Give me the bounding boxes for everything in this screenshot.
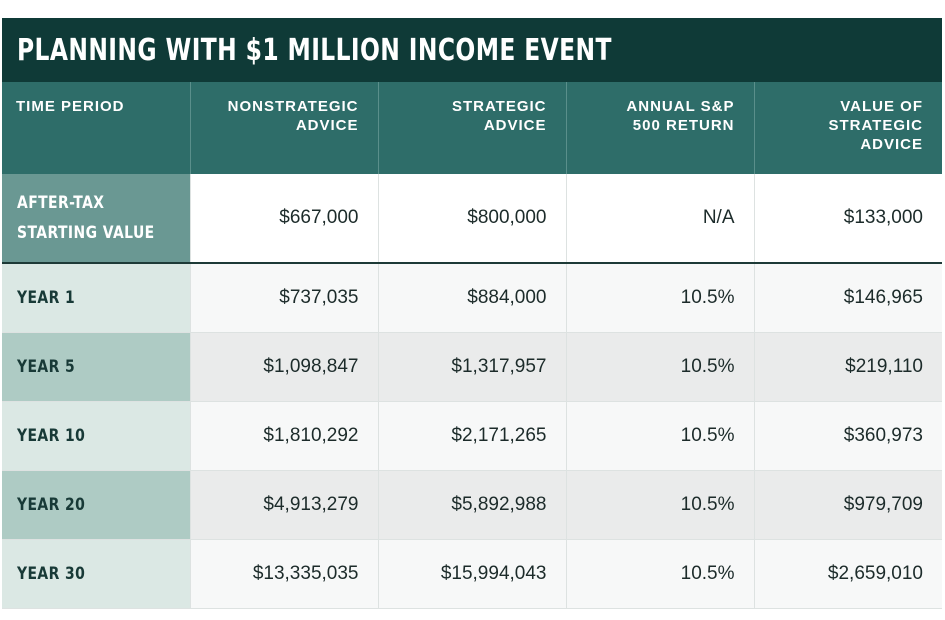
row-label-line: YEAR 20 — [17, 494, 86, 515]
header-nonstrategic: NONSTRATEGIC ADVICE — [189, 82, 378, 174]
table-row-year-5: YEAR 5 $1,098,847 $1,317,957 10.5% $219,… — [2, 331, 942, 401]
cell-value-of-strategic: $979,709 — [753, 469, 942, 539]
header-sp500-return: ANNUAL S&P 500 RETURN — [565, 82, 754, 174]
cell-strategic: $5,892,988 — [377, 469, 566, 539]
table-title: PLANNING WITH $1 MILLION INCOME EVENT — [17, 32, 612, 68]
cell-value-of-strategic: $133,000 — [753, 174, 942, 264]
cell-nonstrategic: $13,335,035 — [189, 538, 378, 609]
header-row: TIME PERIOD NONSTRATEGIC ADVICE STRATEGI… — [2, 82, 942, 174]
row-label: YEAR 30 — [2, 538, 190, 609]
header-line: TIME PERIOD — [16, 98, 125, 115]
table-row-year-20: YEAR 20 $4,913,279 $5,892,988 10.5% $979… — [2, 469, 942, 539]
table-figure: PLANNING WITH $1 MILLION INCOME EVENT TI… — [2, 18, 942, 609]
cell-strategic: $800,000 — [377, 174, 566, 264]
row-label-line: YEAR 10 — [17, 425, 86, 446]
row-label-line: STARTING VALUE — [17, 223, 155, 243]
table-row-year-1: YEAR 1 $737,035 $884,000 10.5% $146,965 — [2, 262, 942, 332]
row-label-line: YEAR 30 — [17, 563, 86, 584]
table-row-year-30: YEAR 30 $13,335,035 $15,994,043 10.5% $2… — [2, 538, 942, 609]
cell-strategic: $884,000 — [377, 262, 566, 332]
header-line: ADVICE — [295, 117, 359, 134]
cell-strategic: $2,171,265 — [377, 400, 566, 470]
cell-value-of-strategic: $146,965 — [753, 262, 942, 332]
table-row-year-10: YEAR 10 $1,810,292 $2,171,265 10.5% $360… — [2, 400, 942, 470]
title-bar: PLANNING WITH $1 MILLION INCOME EVENT — [2, 18, 942, 82]
header-strategic: STRATEGIC ADVICE — [377, 82, 566, 174]
cell-sp500-return: 10.5% — [565, 469, 754, 539]
cell-sp500-return: 10.5% — [565, 538, 754, 609]
row-label: YEAR 5 — [2, 331, 190, 401]
row-label: YEAR 20 — [2, 469, 190, 539]
header-line: NONSTRATEGIC — [227, 98, 359, 115]
cell-nonstrategic: $1,098,847 — [189, 331, 378, 401]
cell-value-of-strategic: $219,110 — [753, 331, 942, 401]
row-label-line: YEAR 1 — [17, 287, 76, 308]
header-line: ANNUAL S&P — [626, 98, 735, 115]
cell-nonstrategic: $1,810,292 — [189, 400, 378, 470]
cell-value-of-strategic: $360,973 — [753, 400, 942, 470]
row-label: YEAR 1 — [2, 262, 190, 332]
header-line: VALUE OF — [840, 98, 923, 115]
header-value-of-strategic: VALUE OF STRATEGIC ADVICE — [753, 82, 942, 174]
row-label: AFTER-TAX STARTING VALUE — [2, 174, 190, 264]
cell-strategic: $15,994,043 — [377, 538, 566, 609]
header-line: ADVICE — [860, 136, 923, 153]
cell-nonstrategic: $737,035 — [189, 262, 378, 332]
row-label-line: YEAR 5 — [17, 356, 76, 377]
cell-nonstrategic: $667,000 — [189, 174, 378, 264]
header-line: 500 RETURN — [632, 117, 735, 134]
cell-nonstrategic: $4,913,279 — [189, 469, 378, 539]
cell-sp500-return: 10.5% — [565, 331, 754, 401]
cell-sp500-return: 10.5% — [565, 400, 754, 470]
cell-strategic: $1,317,957 — [377, 331, 566, 401]
cell-sp500-return: N/A — [565, 174, 754, 264]
header-line: STRATEGIC — [451, 98, 547, 115]
data-table: TIME PERIOD NONSTRATEGIC ADVICE STRATEGI… — [2, 82, 942, 609]
row-label-line: AFTER-TAX — [17, 193, 105, 213]
cell-value-of-strategic: $2,659,010 — [753, 538, 942, 609]
header-time-period: TIME PERIOD — [2, 82, 190, 174]
header-line: ADVICE — [483, 117, 547, 134]
table-row-starting-value: AFTER-TAX STARTING VALUE $667,000 $800,0… — [2, 174, 942, 264]
header-line: STRATEGIC — [828, 117, 923, 134]
cell-sp500-return: 10.5% — [565, 262, 754, 332]
row-label: YEAR 10 — [2, 400, 190, 470]
